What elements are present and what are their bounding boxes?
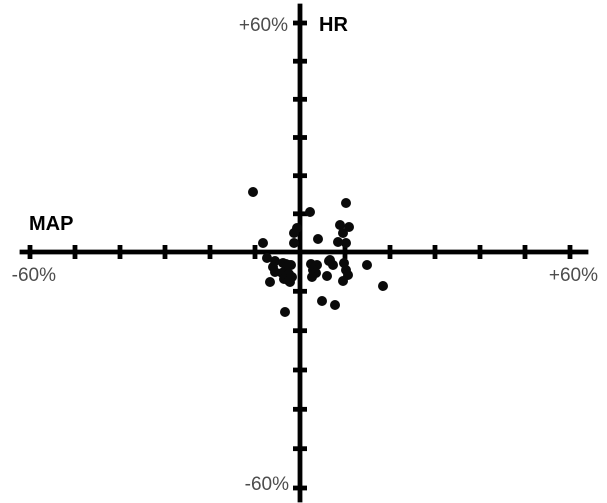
svg-text:-60%: -60%: [12, 265, 56, 286]
svg-text:HR: HR: [319, 14, 348, 36]
svg-text:MAP: MAP: [29, 213, 73, 235]
svg-text:+60%: +60%: [549, 265, 598, 286]
svg-text:-60%: -60%: [245, 474, 289, 495]
svg-text:+60%: +60%: [239, 15, 288, 36]
